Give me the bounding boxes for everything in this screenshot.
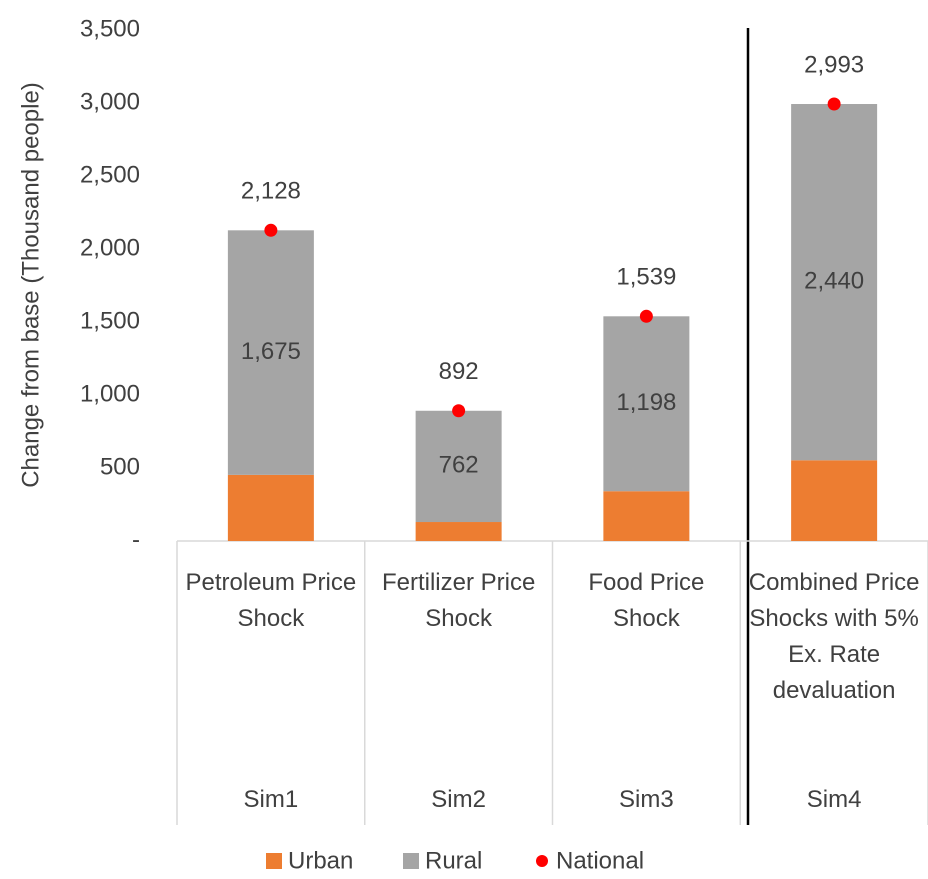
y-tick-label: - (132, 526, 140, 553)
x-tick-label: Combined Price Shocks with 5% Ex. Rate d… (748, 569, 920, 704)
y-tick-label: 2,000 (80, 234, 140, 261)
data-label: 2,993 (804, 51, 864, 78)
data-label: 892 (439, 358, 479, 385)
y-tick-label: 1,500 (80, 307, 140, 334)
y-axis-title: Change from base (Thousand people) (17, 82, 44, 488)
legend-label: National (556, 847, 644, 874)
bar-segment (227, 474, 314, 541)
data-label: 2,440 (804, 267, 864, 294)
bar-segment (415, 522, 502, 541)
y-tick-label: 1,000 (80, 380, 140, 407)
y-tick-label: 500 (100, 453, 140, 480)
legend-label: Urban (288, 847, 353, 874)
bar-segment (603, 316, 690, 492)
bar-segment (227, 230, 314, 475)
bar-segment (791, 104, 878, 461)
data-label: 1,539 (616, 264, 676, 291)
legend-marker (403, 853, 419, 869)
group-label: Sim4 (806, 786, 862, 813)
legend-label: Rural (425, 847, 482, 874)
y-tick-label: 3,500 (80, 15, 140, 42)
legend-marker (266, 853, 282, 869)
y-tick-label: 3,000 (80, 88, 140, 115)
data-label: 2,128 (241, 178, 301, 205)
group-label: Sim3 (619, 786, 674, 813)
national-dot (639, 309, 653, 323)
bar-segment (791, 460, 878, 541)
national-dot (827, 97, 841, 111)
data-label: 1,675 (241, 338, 301, 365)
national-dot (264, 223, 278, 237)
x-tick-label: Food Price Shock (588, 569, 705, 632)
x-tick-label: Petroleum Price Shock (185, 569, 357, 632)
legend-marker (536, 855, 548, 867)
x-tick-label: Fertilizer Price Shock (381, 569, 536, 632)
group-label: Sim1 (243, 786, 299, 813)
group-label: Sim2 (431, 786, 486, 813)
bar-segment (415, 410, 502, 523)
data-label: 762 (439, 452, 479, 479)
data-label: 1,198 (616, 389, 676, 416)
national-dot (452, 404, 466, 418)
bar-segment (603, 491, 690, 541)
y-tick-label: 2,500 (80, 161, 140, 188)
